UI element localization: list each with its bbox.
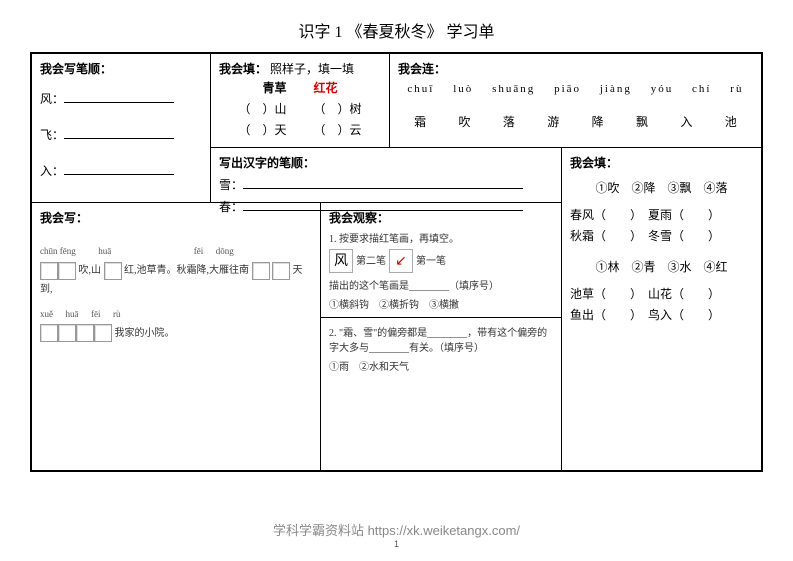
box4-label: 写出汉字的笔顺： bbox=[219, 154, 553, 171]
box7-label: 我会观察： bbox=[329, 209, 553, 226]
tianzige bbox=[58, 324, 76, 342]
q1: 1. 按要求描红笔画，再填空。 bbox=[329, 230, 553, 245]
py: jiàng bbox=[600, 83, 632, 95]
pinyin-row: chuī luò shuāng piāo jiàng yóu chí rù bbox=[398, 83, 753, 95]
tianzige bbox=[40, 324, 58, 342]
blank bbox=[243, 175, 523, 189]
lbl: 第二笔 bbox=[356, 256, 386, 267]
py: shuāng bbox=[492, 83, 535, 95]
hz: 入 bbox=[680, 113, 692, 130]
py: fēi bbox=[194, 246, 204, 256]
py: chuī bbox=[407, 83, 434, 95]
q2-opts: ①雨 ②水和天气 bbox=[329, 358, 553, 373]
hz: 落 bbox=[503, 113, 515, 130]
txt: 我家的小院。 bbox=[115, 328, 175, 339]
hz: 降 bbox=[592, 113, 604, 130]
box1-label: 我会写笔顺： bbox=[40, 60, 202, 77]
footer-text: 学科学霸资料站 https://xk.weiketangx.com/ bbox=[273, 523, 520, 538]
box5-label: 我会填： bbox=[570, 154, 753, 171]
r0l2: ）山 bbox=[262, 102, 286, 116]
r1r2: ）云 bbox=[338, 123, 362, 137]
hz: 霜 bbox=[414, 113, 426, 130]
hz: 游 bbox=[547, 113, 559, 130]
box-fill-right: 我会填： ①吹 ②降 ③飘 ④落 春风（ ） 夏雨（ ） 秋霜（ ） 冬雪（ ）… bbox=[561, 147, 762, 471]
py: chí bbox=[692, 83, 711, 95]
tianzige bbox=[94, 324, 112, 342]
hz: 吹 bbox=[459, 113, 471, 130]
tianzige bbox=[58, 262, 76, 280]
py: huā bbox=[66, 309, 79, 319]
b4-i0: 雪： bbox=[219, 178, 243, 192]
r1l2: ）天 bbox=[262, 123, 286, 137]
box2-sub: 照样子，填一填 bbox=[270, 62, 354, 76]
box6-label: 我会写： bbox=[40, 209, 312, 226]
footer: 学科学霸资料站 https://xk.weiketangx.com/ 1 bbox=[0, 520, 793, 549]
ex-a: 青草 bbox=[262, 81, 286, 95]
tianzige bbox=[104, 262, 122, 280]
it: 鱼出（ ） bbox=[570, 308, 636, 322]
py: huā bbox=[98, 246, 111, 256]
box-fill-example: 我会填： 照样子，填一填 青草 红花 （ ）山 （ ）树 （ ）天 （ ）云 bbox=[210, 53, 390, 148]
txt: 红,池草青。秋霜降,大雁往南 bbox=[124, 265, 249, 276]
py: chūn fēng bbox=[40, 246, 76, 256]
worksheet: 我会写笔顺： 风： 飞： 入： 我会填： 照样子，填一填 青草 红花 （ ）山 … bbox=[30, 52, 763, 472]
stroke-sample: 风 bbox=[329, 249, 353, 273]
ex-b: 红花 bbox=[314, 81, 338, 95]
q1-line: 描出的这个笔画是________（填序号） bbox=[329, 277, 553, 292]
hz: 飘 bbox=[636, 113, 648, 130]
r1r1: （ bbox=[314, 123, 326, 137]
tianzige bbox=[252, 262, 270, 280]
q2: 2. "霜、雪"的偏旁都是________，带有这个偏旁的字大多与_______… bbox=[329, 324, 553, 354]
blank bbox=[64, 161, 174, 175]
tianzige bbox=[272, 262, 290, 280]
opts1: ①吹 ②降 ③飘 ④落 bbox=[570, 179, 753, 196]
r1l1: （ bbox=[238, 123, 250, 137]
py: xuě bbox=[40, 309, 53, 319]
lbl: 第一笔 bbox=[416, 256, 446, 267]
stroke-sample: ↙ bbox=[389, 249, 413, 273]
py: yóu bbox=[651, 83, 674, 95]
tianzige bbox=[76, 324, 94, 342]
py: luò bbox=[453, 83, 473, 95]
py: rù bbox=[113, 309, 121, 319]
py: rù bbox=[730, 83, 743, 95]
it: 夏雨（ ） bbox=[648, 208, 720, 222]
page-title: 识字 1 《春夏秋冬》 学习单 bbox=[0, 0, 793, 52]
it: 春风（ ） bbox=[570, 208, 636, 222]
box-match: 我会连： chuī luò shuāng piāo jiàng yóu chí rù 霜 吹 落 游… bbox=[389, 53, 762, 148]
py: piāo bbox=[554, 83, 581, 95]
it: 池草（ ） bbox=[570, 287, 636, 301]
py: fēi bbox=[91, 309, 101, 319]
hanzi-row: 霜吹落游降飘入池 bbox=[398, 113, 753, 130]
r0r1: （ bbox=[314, 102, 326, 116]
it: 秋霜（ ） bbox=[570, 229, 636, 243]
box-write: 我会写： chūn fēng huā fēi dōng 吹,山 红,池草青。秋霜… bbox=[31, 202, 321, 471]
py: dōng bbox=[216, 246, 234, 256]
box-stroke-order: 我会写笔顺： 风： 飞： 入： bbox=[31, 53, 211, 203]
b1-item1: 飞： bbox=[40, 128, 64, 142]
it: 鸟入（ ） bbox=[648, 308, 720, 322]
opts2: ①林 ②青 ③水 ④红 bbox=[570, 258, 753, 275]
b1-item0: 风： bbox=[40, 92, 64, 106]
blank bbox=[64, 125, 174, 139]
tianzige bbox=[40, 262, 58, 280]
r0l1: （ bbox=[238, 102, 250, 116]
r0r2: ）树 bbox=[338, 102, 362, 116]
it: 山花（ ） bbox=[648, 287, 720, 301]
box3-label: 我会连： bbox=[398, 60, 753, 77]
box2-label: 我会填： bbox=[219, 62, 267, 76]
box-observe: 我会观察： 1. 按要求描红笔画，再填空。 风 第二笔 ↙ 第一笔 描出的这个笔… bbox=[320, 202, 562, 471]
page-number: 1 bbox=[0, 539, 793, 549]
it: 冬雪（ ） bbox=[648, 229, 720, 243]
blank bbox=[64, 89, 174, 103]
b1-item2: 入： bbox=[40, 164, 64, 178]
box-write-stroke: 写出汉字的笔顺： 雪： 春： bbox=[210, 147, 562, 203]
q1-opts: ①横斜钩 ②横折钩 ③横撇 bbox=[329, 296, 553, 311]
hz: 池 bbox=[725, 113, 737, 130]
txt: 吹,山 bbox=[79, 265, 102, 276]
